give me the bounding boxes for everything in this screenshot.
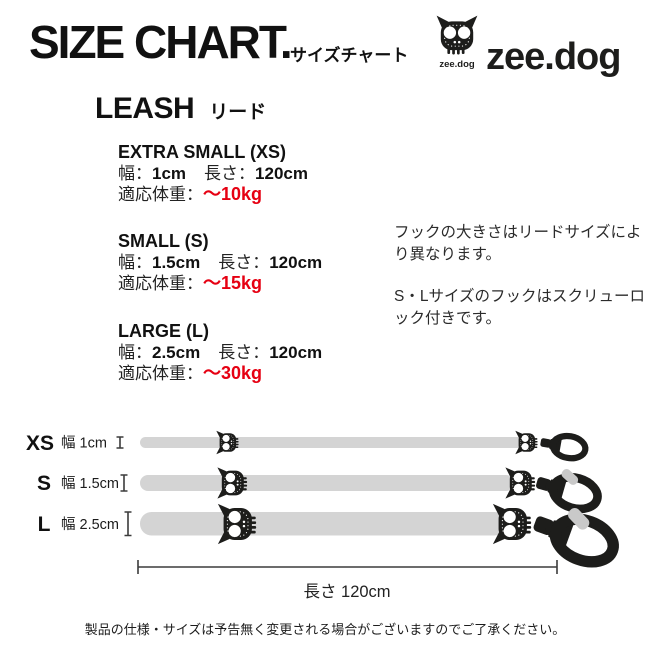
size-spec-s: SMALL (S) 幅：1.5cm 長さ：120cm 適応体重：〜15kg bbox=[118, 231, 408, 294]
length-measure-label: 長さ 120cm bbox=[303, 582, 390, 601]
size-name: EXTRA SMALL (XS) bbox=[118, 142, 287, 162]
length-label: 長さ： bbox=[218, 253, 270, 272]
length-label: 長さ： bbox=[218, 343, 270, 362]
leash-row-xs: XS 幅 1cm bbox=[26, 431, 587, 461]
brand-logo-caption: zee.dog bbox=[439, 59, 475, 70]
page-title: SIZE CHART. bbox=[29, 16, 293, 68]
brand-wordmark: zee.dog bbox=[486, 36, 621, 78]
hook-note-line1: フックの大きさはリードサイズにより異なります。 bbox=[394, 224, 642, 263]
disclaimer-text: 製品の仕様・サイズは予告無く変更される場合がございますのでご了承ください。 bbox=[84, 622, 566, 637]
skull-ornament-icon bbox=[215, 430, 239, 455]
skull-clip-icon bbox=[492, 503, 532, 545]
row-size-label: XS bbox=[26, 432, 54, 455]
width-label: 幅： bbox=[118, 343, 152, 362]
weight-label: 適応体重： bbox=[118, 364, 203, 383]
size-name: SMALL (S) bbox=[118, 231, 209, 251]
width-value: 2.5cm bbox=[152, 343, 201, 362]
weight-label: 適応体重： bbox=[118, 185, 203, 204]
size-weight: 適応体重：〜15kg bbox=[118, 273, 408, 294]
skull-clip-icon bbox=[514, 430, 538, 455]
row-size-label: S bbox=[37, 472, 51, 495]
leash-strap-s bbox=[140, 475, 514, 491]
skull-ornament-icon bbox=[216, 466, 248, 500]
leash-strap-l bbox=[140, 512, 506, 536]
row-width-label: 幅 1.5cm bbox=[61, 475, 119, 492]
width-measure-icon bbox=[124, 511, 132, 537]
leash-row-l: L 幅 2.5cm bbox=[38, 495, 623, 570]
length-measure-line bbox=[137, 560, 558, 574]
hook-icon-xs bbox=[539, 431, 587, 460]
size-dimensions: 幅：1.5cm 長さ：120cm bbox=[118, 252, 408, 273]
section-title: LEASH リード bbox=[95, 92, 266, 126]
leash-size-diagram: XS 幅 1cm S 幅 1.5cm L 幅 2.5cm 長さ 120cm bbox=[26, 420, 650, 601]
row-size-label: L bbox=[38, 513, 51, 536]
hook-note: フックの大きさはリードサイズにより異なります。 S・Lサイズのフックはスクリュー… bbox=[394, 222, 646, 329]
size-dimensions: 幅：2.5cm 長さ：120cm bbox=[118, 342, 408, 363]
size-dimensions: 幅：1cm 長さ：120cm bbox=[118, 163, 408, 184]
width-label: 幅： bbox=[118, 253, 152, 272]
size-weight: 適応体重：〜30kg bbox=[118, 363, 408, 384]
width-value: 1cm bbox=[152, 164, 187, 183]
leash-strap-xs bbox=[140, 437, 536, 448]
page-title-jp: サイズチャート bbox=[290, 46, 409, 65]
hook-note-line2: S・Lサイズのフックはスクリューロック付きです。 bbox=[394, 288, 645, 327]
section-title-en: LEASH bbox=[95, 92, 195, 125]
width-measure-icon bbox=[116, 436, 124, 449]
length-value: 120cm bbox=[269, 253, 323, 272]
skull-ornament-icon bbox=[217, 503, 257, 545]
size-name: LARGE (L) bbox=[118, 321, 209, 341]
hook-icon-s bbox=[533, 461, 604, 514]
weight-value: 〜15kg bbox=[203, 273, 263, 293]
weight-label: 適応体重： bbox=[118, 274, 203, 293]
section-title-jp: リード bbox=[209, 102, 267, 123]
leash-row-s: S 幅 1.5cm bbox=[37, 461, 603, 514]
zeedog-skull-icon bbox=[436, 15, 478, 56]
skull-clip-icon bbox=[504, 466, 536, 500]
weight-value: 〜30kg bbox=[203, 363, 263, 383]
length-label: 長さ： bbox=[204, 164, 256, 183]
width-label: 幅： bbox=[118, 164, 152, 183]
width-value: 1.5cm bbox=[152, 253, 201, 272]
brand-logo-mark: zee.dog bbox=[432, 14, 482, 70]
size-spec-l: LARGE (L) 幅：2.5cm 長さ：120cm 適応体重：〜30kg bbox=[118, 321, 408, 384]
row-width-label: 幅 1cm bbox=[61, 435, 107, 452]
brand-logo: zee.dog zee.dog bbox=[432, 12, 632, 78]
size-weight: 適応体重：〜10kg bbox=[118, 184, 408, 205]
length-measure: 長さ 120cm bbox=[137, 560, 558, 601]
weight-value: 〜10kg bbox=[203, 184, 263, 204]
length-value: 120cm bbox=[269, 343, 323, 362]
length-value: 120cm bbox=[255, 164, 308, 183]
size-spec-xs: EXTRA SMALL (XS) 幅：1cm 長さ：120cm 適応体重：〜10k… bbox=[118, 142, 408, 205]
row-width-label: 幅 2.5cm bbox=[61, 516, 119, 533]
width-measure-icon bbox=[120, 474, 128, 492]
